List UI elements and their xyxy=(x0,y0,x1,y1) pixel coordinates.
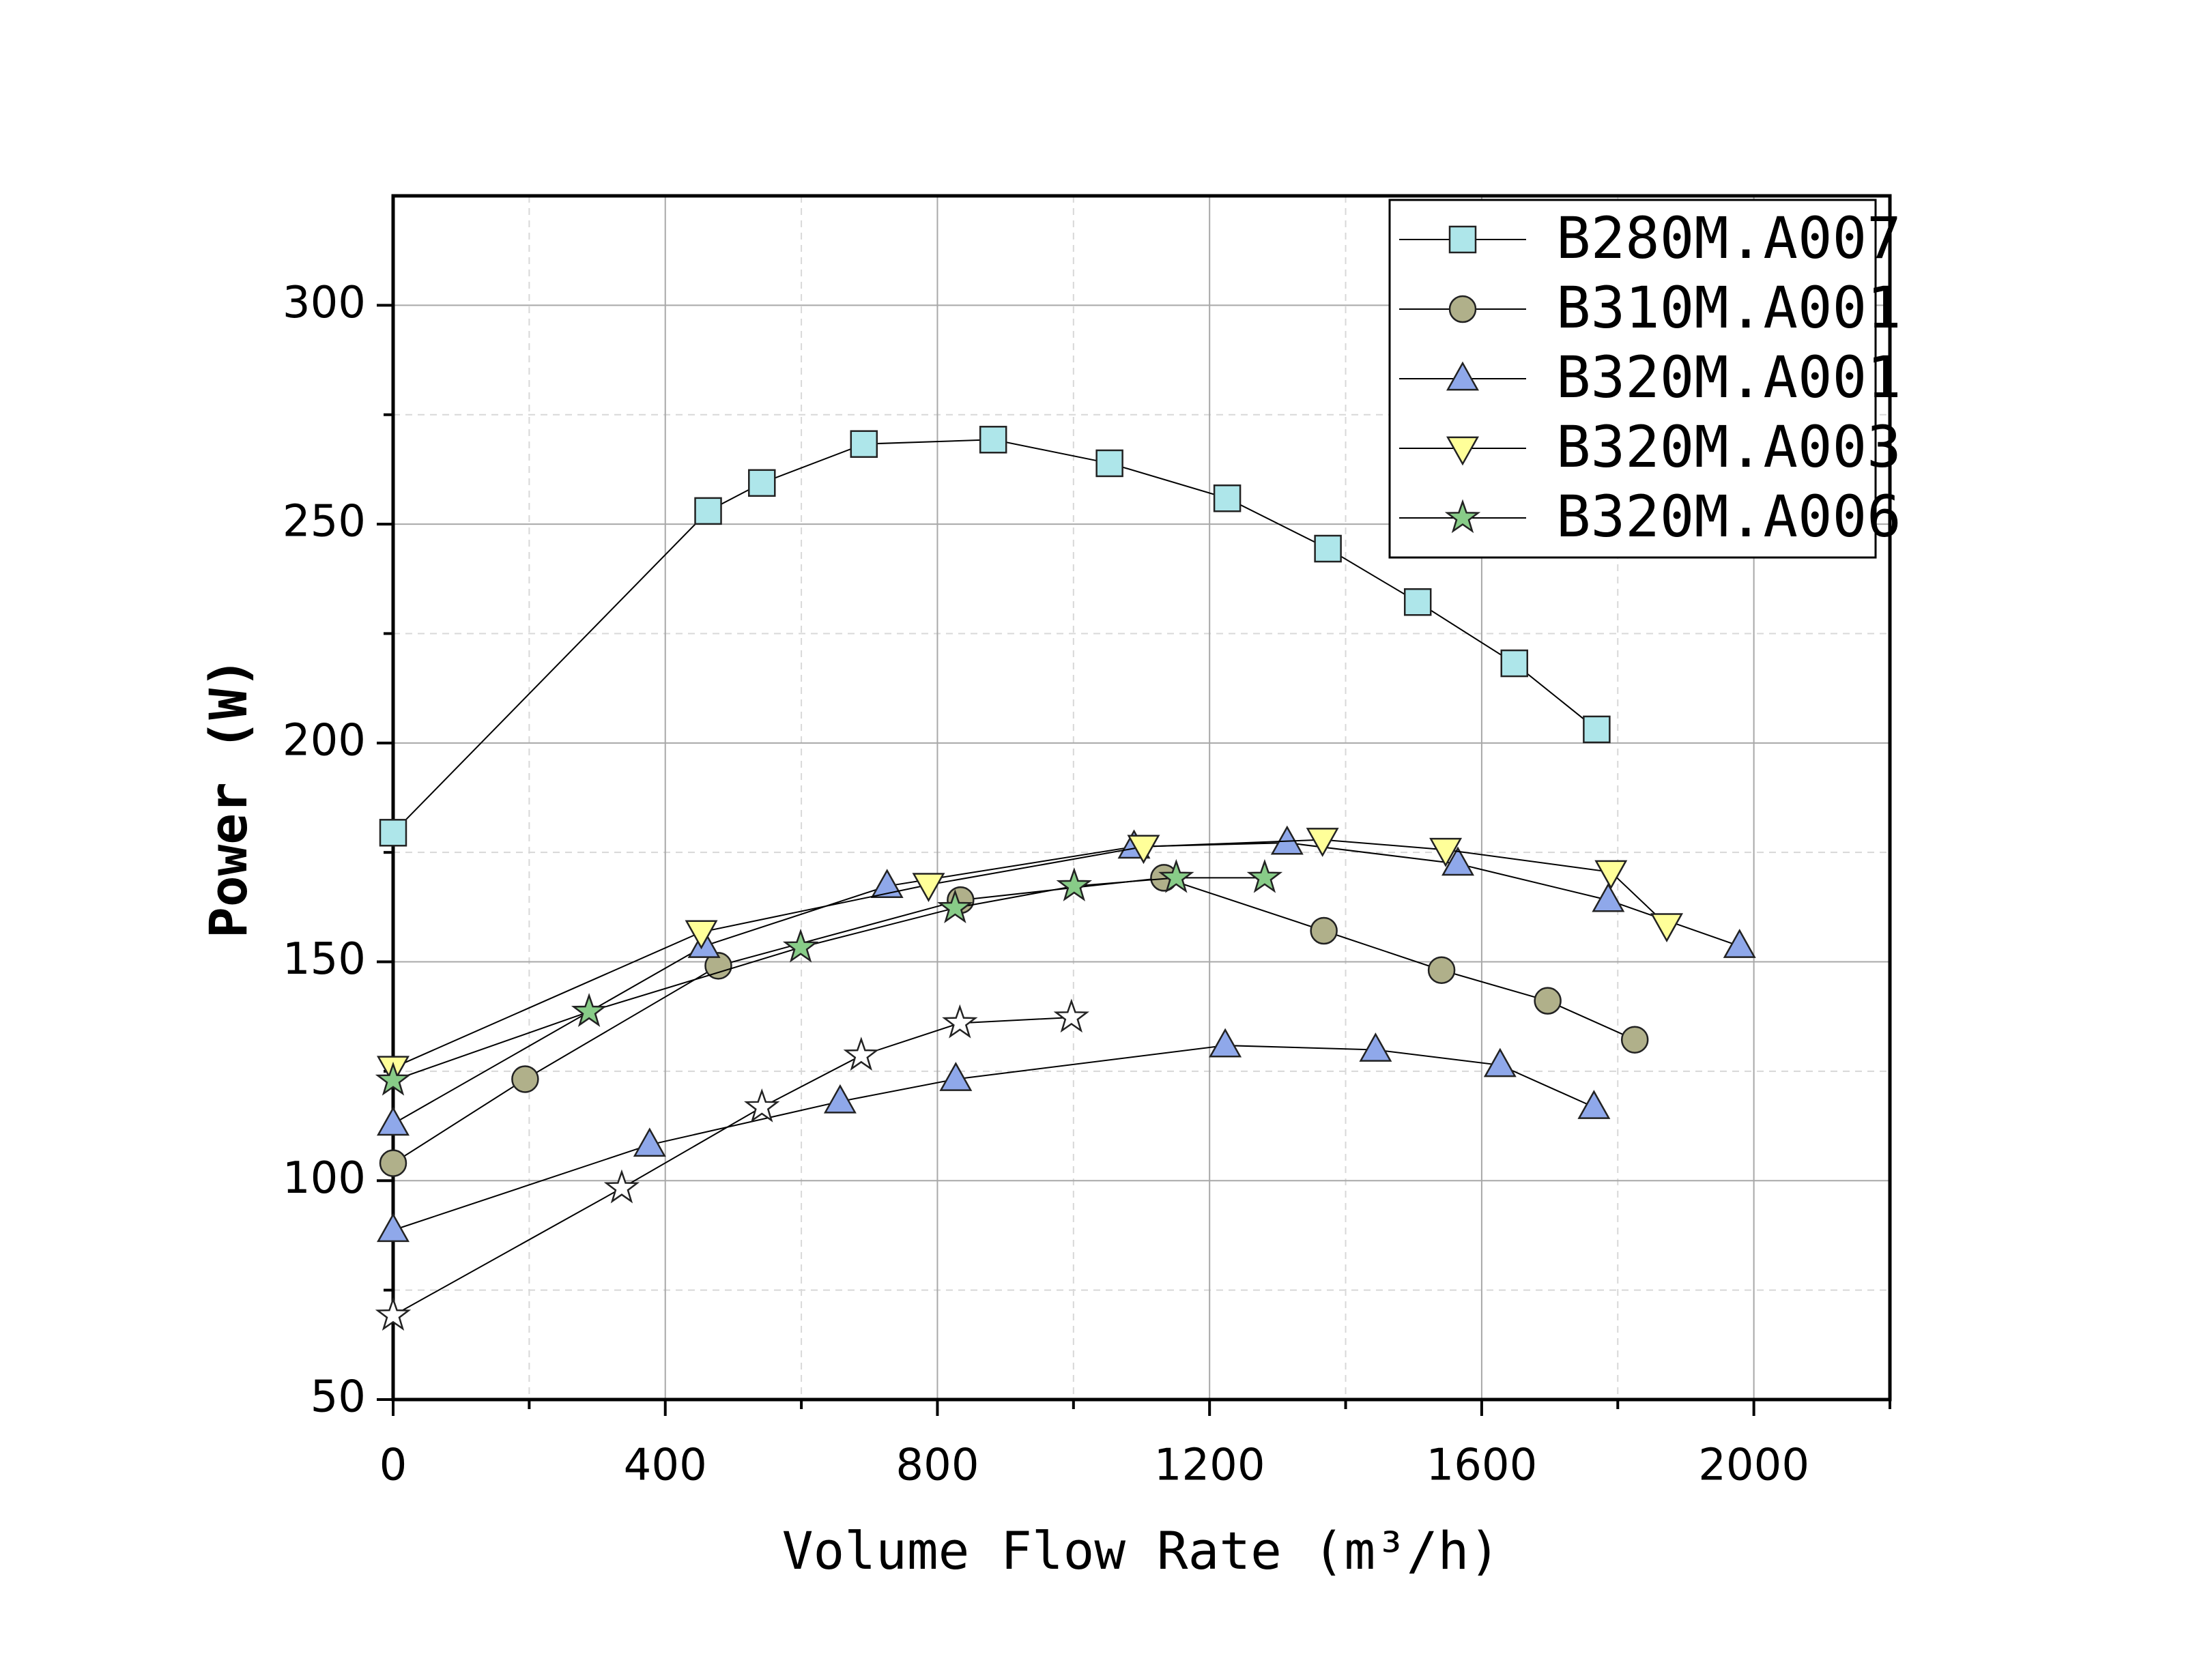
legend-marker xyxy=(1448,225,1477,254)
marker xyxy=(1403,588,1432,616)
series-line xyxy=(392,1045,1594,1231)
marker xyxy=(1534,987,1562,1015)
legend-label: B310M.A001 xyxy=(1556,274,1902,341)
marker xyxy=(1310,916,1338,945)
x-tick-label: 1600 xyxy=(1426,1440,1537,1491)
y-tick-label: 250 xyxy=(283,497,366,547)
marker xyxy=(1650,913,1684,943)
marker xyxy=(1314,534,1342,563)
marker xyxy=(377,1213,410,1243)
marker xyxy=(1359,1032,1392,1062)
marker xyxy=(843,1037,880,1071)
marker xyxy=(685,920,718,950)
legend-marker xyxy=(1448,295,1477,323)
legend-label: B320M.A003 xyxy=(1556,414,1902,480)
series-line xyxy=(392,1017,1072,1316)
marker xyxy=(1429,837,1463,867)
marker xyxy=(850,430,878,458)
marker xyxy=(694,497,722,525)
marker xyxy=(1213,484,1242,512)
marker xyxy=(379,1149,407,1177)
marker xyxy=(1209,1028,1242,1058)
marker xyxy=(1427,956,1456,984)
marker xyxy=(1053,998,1090,1033)
legend-marker xyxy=(1446,361,1479,391)
legend: B280M.A007B310M.A001B320M.A001B320M.A003… xyxy=(1388,199,1902,559)
marker xyxy=(937,889,973,923)
legend-label: B280M.A007 xyxy=(1556,205,1902,272)
marker xyxy=(912,873,945,903)
marker xyxy=(782,928,819,963)
marker xyxy=(942,1004,978,1039)
marker xyxy=(1127,835,1160,865)
marker xyxy=(1246,858,1283,893)
marker xyxy=(377,1106,410,1136)
x-tick-label: 0 xyxy=(379,1440,407,1491)
marker xyxy=(1056,867,1093,901)
marker xyxy=(704,952,732,980)
series-line xyxy=(392,877,1265,1082)
marker xyxy=(870,869,904,898)
plot-frame xyxy=(391,194,1892,1402)
marker xyxy=(1620,1026,1649,1054)
marker xyxy=(1441,846,1475,876)
legend-label: B320M.A006 xyxy=(1556,483,1902,550)
series-line xyxy=(392,839,1667,1069)
legend-marker xyxy=(1446,436,1479,466)
marker xyxy=(979,426,1007,454)
legend-label: B320M.A001 xyxy=(1556,344,1902,411)
marker xyxy=(823,1084,857,1114)
x-tick-label: 2000 xyxy=(1698,1440,1809,1491)
x-tick-label: 800 xyxy=(895,1440,979,1491)
marker xyxy=(1095,449,1123,478)
marker xyxy=(1483,1047,1517,1077)
marker xyxy=(744,1088,780,1123)
marker xyxy=(511,1065,539,1093)
marker xyxy=(603,1169,640,1204)
marker xyxy=(1594,860,1628,890)
marker xyxy=(1306,828,1339,857)
x-tick-label: 400 xyxy=(624,1440,707,1491)
marker xyxy=(571,993,607,1027)
x-tick-label: 1200 xyxy=(1154,1440,1265,1491)
marker xyxy=(379,819,407,847)
y-tick-label: 150 xyxy=(283,934,366,985)
marker xyxy=(375,1061,412,1096)
marker xyxy=(1583,715,1611,744)
y-tick-label: 200 xyxy=(283,715,366,766)
y-tick-label: 50 xyxy=(311,1372,366,1423)
marker xyxy=(633,1127,666,1157)
marker xyxy=(748,469,776,497)
y-tick-label: 300 xyxy=(283,278,366,328)
marker xyxy=(1158,858,1194,893)
x-axis-title: Volume Flow Rate (m³/h) xyxy=(782,1520,1500,1581)
marker xyxy=(939,1062,973,1091)
y-axis-title: Power (W) xyxy=(198,657,259,938)
marker xyxy=(1723,929,1756,958)
marker xyxy=(1500,649,1529,678)
y-tick-label: 100 xyxy=(283,1153,366,1204)
legend-marker xyxy=(1444,499,1481,534)
marker xyxy=(375,1297,412,1331)
marker xyxy=(1577,1090,1611,1119)
marker xyxy=(1592,882,1625,912)
